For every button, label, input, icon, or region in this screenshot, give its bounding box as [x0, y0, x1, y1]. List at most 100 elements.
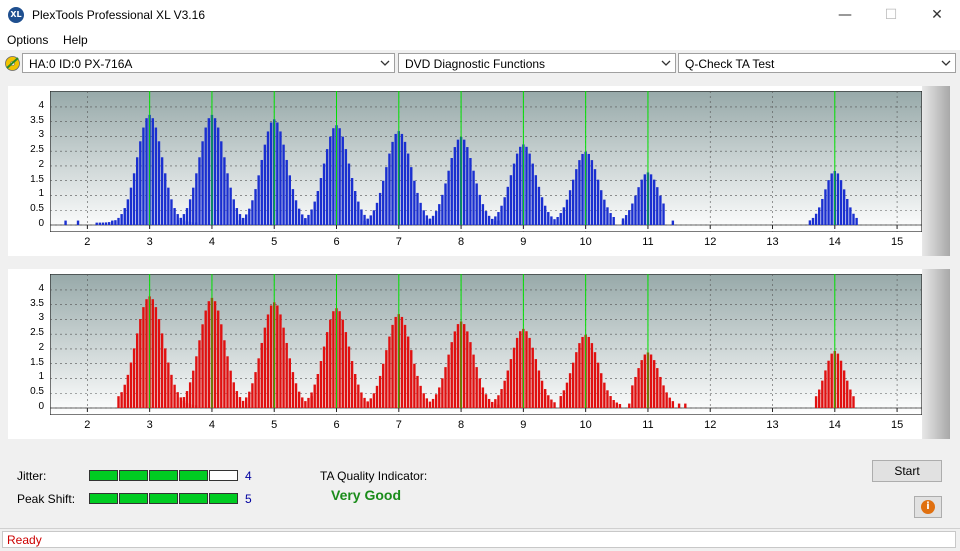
- histogram-bar: [260, 342, 263, 408]
- y-tick-label: 2: [38, 158, 44, 170]
- histogram-bar: [528, 337, 531, 408]
- histogram-bar: [640, 179, 643, 225]
- histogram-bar: [291, 189, 295, 225]
- drive-select[interactable]: HA:0 ID:0 PX-716A: [22, 53, 395, 73]
- maximize-button[interactable]: ☐: [884, 7, 898, 23]
- histogram-bar: [394, 316, 397, 408]
- histogram-bar: [254, 372, 257, 408]
- histogram-bar: [325, 332, 329, 408]
- histogram-bar: [226, 173, 229, 225]
- histogram-bar: [332, 128, 335, 225]
- histogram-bar: [509, 359, 513, 408]
- histogram-bar: [366, 402, 369, 408]
- histogram-bar: [325, 149, 329, 225]
- histogram-bar: [269, 305, 273, 408]
- histogram-bar: [821, 198, 824, 225]
- histogram-bar: [559, 403, 562, 408]
- y-tick-label: 0.5: [30, 386, 44, 398]
- menu-help[interactable]: Help: [63, 33, 88, 47]
- meter-segment: [149, 493, 178, 504]
- histogram-bar: [329, 319, 332, 408]
- blue-chart-panel: 4 3.5 3 2.5 2 1.5 1 0.5 0 2 3 4 5 6 7 8 9 10 11 12 13 14 15: [8, 86, 950, 256]
- histogram-bar: [182, 397, 186, 408]
- histogram-bar: [301, 397, 304, 408]
- histogram-bar: [313, 384, 316, 408]
- histogram-bar: [413, 363, 416, 408]
- histogram-bar: [363, 214, 366, 225]
- histogram-bar: [416, 375, 419, 408]
- histogram-bar: [603, 382, 606, 408]
- histogram-bar: [559, 222, 562, 225]
- histogram-bar: [662, 203, 665, 225]
- histogram-bar: [497, 212, 500, 225]
- status-bar: Ready: [0, 528, 960, 551]
- chevron-down-icon: [941, 60, 951, 66]
- histogram-bar: [416, 192, 419, 225]
- histogram-bar: [525, 331, 528, 408]
- histogram-bar: [266, 131, 270, 225]
- histogram-bar: [229, 370, 232, 408]
- histogram-bar: [176, 214, 179, 225]
- histogram-bar: [587, 153, 590, 225]
- info-button[interactable]: i: [914, 496, 942, 518]
- start-button[interactable]: Start: [872, 460, 942, 482]
- histogram-bar: [428, 401, 432, 408]
- histogram-bar: [852, 213, 855, 225]
- x-tick-label: 10: [579, 419, 592, 431]
- chevron-down-icon: [661, 60, 671, 66]
- close-button[interactable]: ✕: [931, 7, 943, 23]
- histogram-bar: [322, 163, 326, 225]
- histogram-bar: [213, 301, 217, 408]
- histogram-bar: [814, 396, 818, 408]
- histogram-bar: [450, 158, 453, 225]
- x-tick-label: 10: [579, 236, 592, 248]
- histogram-bar: [515, 153, 519, 225]
- histogram-bar: [428, 218, 432, 225]
- histogram-bar: [204, 127, 207, 225]
- y-tick-label: 0.5: [30, 203, 44, 215]
- histogram-bar: [447, 170, 450, 225]
- histogram-bar: [434, 211, 438, 225]
- histogram-bar: [556, 217, 559, 225]
- histogram-bar: [129, 362, 133, 408]
- histogram-bar: [628, 403, 631, 408]
- histogram-bar: [248, 391, 251, 408]
- histogram-bar: [369, 398, 372, 408]
- menu-options[interactable]: Options: [7, 33, 49, 47]
- histogram-bar: [808, 220, 812, 225]
- histogram-bar: [382, 363, 385, 408]
- histogram-bar: [179, 397, 182, 408]
- function-select[interactable]: DVD Diagnostic Functions: [398, 53, 676, 73]
- histogram-bar: [478, 378, 481, 408]
- histogram-bar: [578, 343, 581, 408]
- histogram-bar: [547, 395, 550, 408]
- histogram-bar: [195, 173, 198, 225]
- histogram-bar: [487, 398, 491, 408]
- status-box: Ready: [2, 531, 956, 548]
- histogram-bar: [628, 210, 631, 225]
- histogram-bar: [238, 220, 242, 225]
- ta-quality-label: TA Quality Indicator:: [320, 469, 428, 483]
- histogram-bar: [528, 153, 531, 225]
- histogram-bar: [288, 358, 291, 408]
- x-tick-label: 13: [766, 419, 779, 431]
- minimize-button[interactable]: —: [838, 7, 852, 23]
- histogram-bar: [354, 191, 357, 225]
- histogram-bar: [547, 212, 550, 225]
- histogram-bar: [294, 383, 298, 408]
- histogram-bar: [304, 220, 307, 225]
- histogram-bar: [643, 174, 647, 225]
- histogram-bar: [842, 189, 846, 225]
- histogram-bar: [338, 311, 341, 408]
- test-select[interactable]: Q-Check TA Test: [678, 53, 956, 73]
- histogram-bar: [609, 396, 612, 408]
- histogram-bar: [111, 220, 114, 225]
- x-tick-label: 3: [146, 419, 153, 431]
- histogram-bar: [684, 403, 687, 408]
- histogram-bar: [665, 392, 668, 408]
- histogram-bar: [562, 390, 566, 408]
- histogram-bar: [129, 187, 133, 225]
- histogram-bar: [631, 385, 634, 408]
- x-tick-label: 7: [395, 236, 402, 248]
- red-chart-panel: 4 3.5 3 2.5 2 1.5 1 0.5 0 2 3 4 5 6 7 8 9 10 11 12 13 14 15: [8, 269, 950, 439]
